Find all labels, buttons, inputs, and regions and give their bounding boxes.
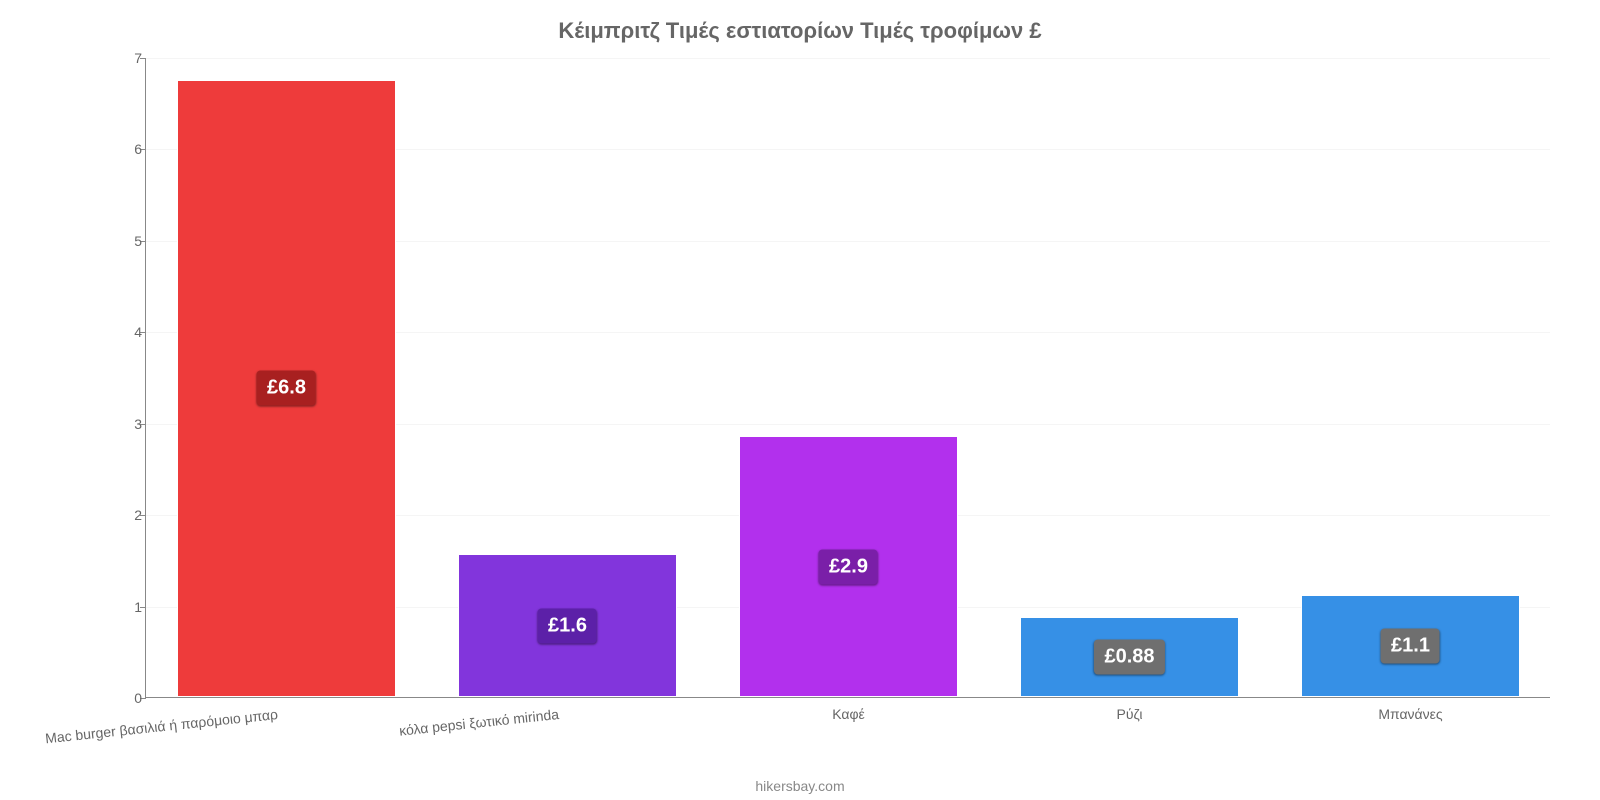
y-axis-label: 5 [124, 233, 142, 249]
bar-value-label: £0.88 [1094, 639, 1164, 674]
gridline [146, 58, 1550, 59]
bar[interactable]: £1.6 [458, 554, 677, 697]
bar[interactable]: £6.8 [177, 80, 396, 697]
bar-value-label: £1.1 [1381, 628, 1440, 663]
y-axis-label: 2 [124, 507, 142, 523]
y-axis-label: 1 [124, 599, 142, 615]
bar[interactable]: £0.88 [1020, 617, 1239, 697]
y-axis-label: 7 [124, 50, 142, 66]
y-axis-label: 3 [124, 416, 142, 432]
x-axis-label: Καφέ [749, 706, 949, 722]
x-axis-label: Mac burger βασιλιά ή παρόμοιο μπαρ [44, 706, 278, 746]
credit-text: hikersbay.com [0, 778, 1600, 794]
plot-area: 01234567£6.8Mac burger βασιλιά ή παρόμοι… [145, 58, 1550, 698]
bar[interactable]: £2.9 [739, 436, 958, 697]
x-axis-label: Μπανάνες [1311, 706, 1511, 722]
x-axis-label: Ρύζι [1030, 706, 1230, 722]
chart-area: 01234567£6.8Mac burger βασιλιά ή παρόμοι… [120, 58, 1550, 713]
y-axis-label: 4 [124, 324, 142, 340]
y-axis-label: 0 [124, 690, 142, 706]
bar-value-label: £6.8 [257, 371, 316, 406]
bar-value-label: £2.9 [819, 549, 878, 584]
bar[interactable]: £1.1 [1301, 595, 1520, 697]
bar-value-label: £1.6 [538, 608, 597, 643]
y-axis-label: 6 [124, 141, 142, 157]
chart-title: Κέιμπριτζ Τιμές εστιατορίων Τιμές τροφίμ… [0, 0, 1600, 44]
x-axis-label: κόλα pepsi ξωτικό mirinda [398, 706, 559, 739]
